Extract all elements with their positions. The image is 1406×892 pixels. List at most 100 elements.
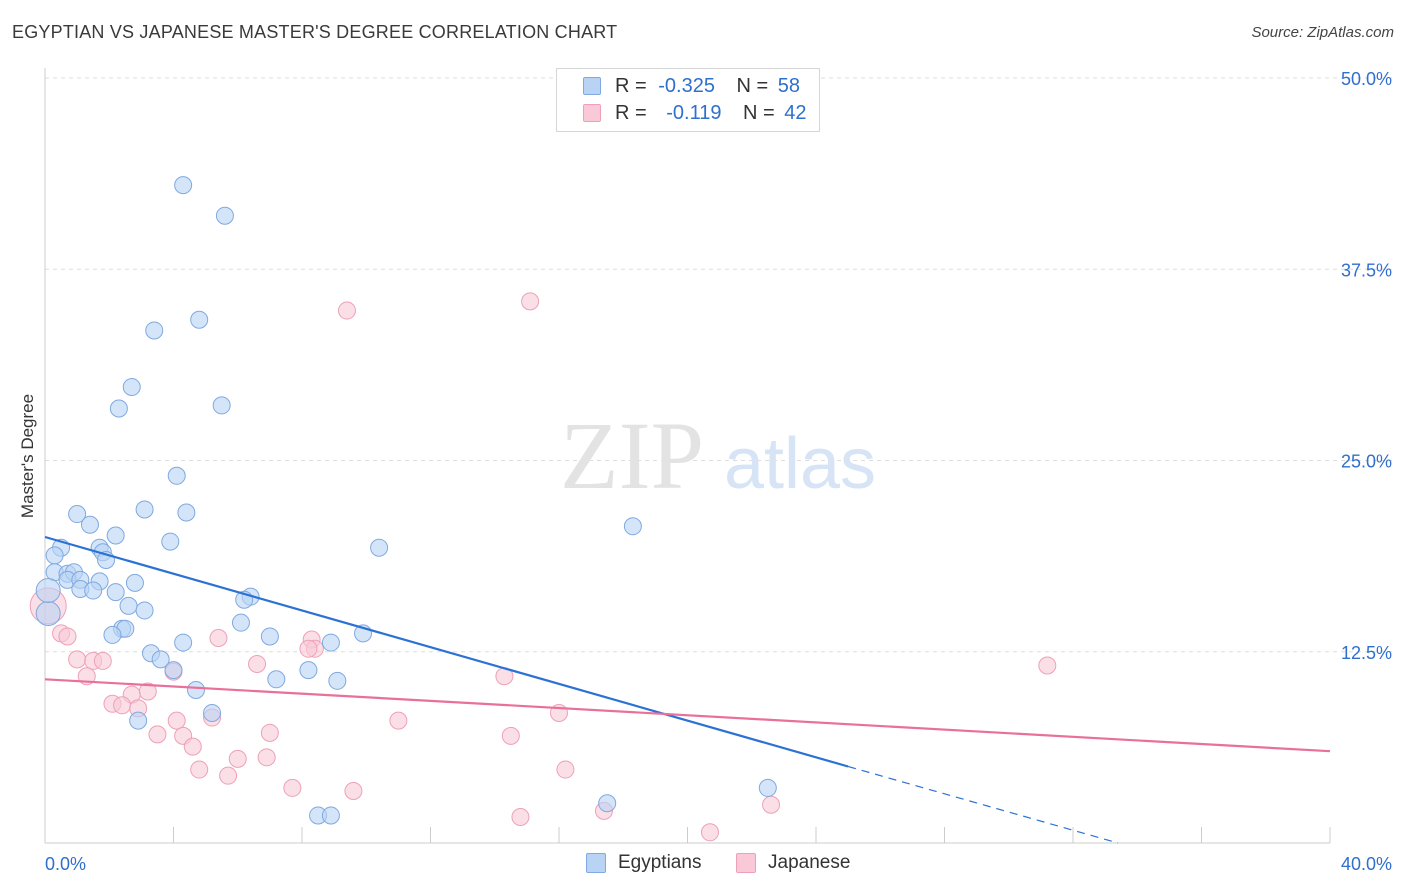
japanese-point <box>260 723 279 742</box>
japanese-point <box>337 301 356 320</box>
legend-label-egyptians: Egyptians <box>618 852 702 873</box>
japanese-points <box>29 292 1057 842</box>
japanese-point <box>762 795 781 814</box>
y-tick-label: 37.5% <box>1341 260 1392 280</box>
japanese-point <box>700 823 719 842</box>
japanese-point <box>68 650 87 669</box>
japanese-point <box>209 628 228 647</box>
grid-lines <box>45 77 1392 653</box>
trend-lines <box>44 535 1331 844</box>
japanese-point <box>167 711 186 730</box>
egyptians-point <box>190 310 209 329</box>
egyptians-point <box>328 671 347 690</box>
egyptians-point <box>186 681 205 699</box>
egyptians-point <box>135 601 154 620</box>
axes <box>44 68 1331 844</box>
egyptians-point <box>106 526 125 545</box>
x-tick-label: 40.0% <box>1341 854 1392 874</box>
legend-n-value: 58 <box>777 75 801 97</box>
egyptians-point <box>164 661 183 680</box>
japanese-point <box>228 749 247 768</box>
egyptians-point <box>35 578 61 604</box>
japanese-point <box>556 760 575 779</box>
japanese-point <box>248 654 267 673</box>
y-tick-label: 50.0% <box>1341 69 1392 89</box>
watermark: ZIP atlas <box>560 402 876 509</box>
japanese-point <box>58 627 77 646</box>
japanese-point <box>219 766 238 785</box>
y-tick-label: 12.5% <box>1341 643 1392 663</box>
egyptians-point <box>212 396 231 415</box>
watermark-atlas: atlas <box>724 424 876 504</box>
legend-r-label: R = <box>615 75 647 97</box>
egyptians-point <box>135 500 154 519</box>
egyptians-point <box>80 515 99 534</box>
egyptians-point <box>84 581 103 600</box>
legend-n-label: N = <box>743 102 775 124</box>
legend-r-value: -0.119 <box>666 102 722 124</box>
egyptians-point <box>299 661 318 680</box>
japanese-point <box>93 651 112 670</box>
legend-swatch-pink <box>736 853 756 873</box>
egyptians-trend-line <box>44 535 849 768</box>
y-axis-label: Master's Degree <box>18 393 37 519</box>
egyptians-point <box>231 613 250 632</box>
japanese-point <box>344 781 363 800</box>
legend-swatch-blue <box>583 77 601 95</box>
japanese-point <box>113 696 132 715</box>
egyptians-point <box>125 573 144 592</box>
egyptians-point <box>68 505 87 524</box>
japanese-point <box>511 807 530 826</box>
egyptians-point <box>177 503 196 522</box>
egyptians-point <box>109 399 128 418</box>
legend-r-label: R = <box>615 102 647 124</box>
legend-n-label: N = <box>736 75 769 97</box>
egyptians-point <box>267 670 286 689</box>
egyptians-point <box>203 703 222 722</box>
japanese-point <box>283 778 302 797</box>
egyptians-points <box>35 176 777 825</box>
legend-swatch-pink <box>583 104 601 122</box>
egyptians-point <box>151 650 170 669</box>
stats-legend: R = -0.325 N = 58 R = -0.119 N = 42 <box>556 68 820 132</box>
egyptians-point <box>45 546 64 565</box>
egyptians-point <box>161 532 180 551</box>
egyptians-point <box>103 625 122 644</box>
egyptians-point <box>145 321 164 340</box>
japanese-point <box>148 725 167 744</box>
egyptians-point <box>106 583 125 602</box>
japanese-point <box>299 639 318 658</box>
japanese-point <box>190 760 209 779</box>
japanese-point <box>1038 656 1057 675</box>
watermark-zip: ZIP <box>560 402 704 509</box>
legend-swatch-blue <box>586 853 606 873</box>
egyptians-point <box>321 806 340 825</box>
chart-title: EGYPTIAN VS JAPANESE MASTER'S DEGREE COR… <box>12 22 618 42</box>
egyptians-point <box>321 633 340 652</box>
egyptians-point <box>370 538 389 557</box>
legend-n-value: 42 <box>784 102 807 124</box>
egyptians-point <box>623 517 642 536</box>
egyptians-point <box>598 794 617 813</box>
egyptians-trend-extension <box>847 765 1119 844</box>
legend-r-value: -0.325 <box>658 75 715 97</box>
egyptians-point <box>260 627 279 646</box>
egyptians-point <box>174 633 193 652</box>
egyptians-point <box>119 596 138 615</box>
egyptians-point <box>122 378 141 397</box>
series-legend: Egyptians Japanese <box>0 852 1406 878</box>
egyptians-point <box>35 601 61 626</box>
egyptians-point <box>174 176 193 195</box>
japanese-point <box>257 748 276 767</box>
egyptians-point <box>758 778 777 797</box>
egyptians-point <box>215 206 234 225</box>
y-tick-label: 25.0% <box>1341 452 1392 472</box>
egyptians-point <box>167 466 186 485</box>
source-label[interactable]: Source: ZipAtlas.com <box>1251 24 1394 41</box>
x-tick-label: 0.0% <box>45 854 86 874</box>
japanese-trend-line <box>44 678 1331 753</box>
japanese-point <box>501 726 520 745</box>
japanese-point <box>521 292 540 311</box>
egyptians-point <box>129 711 148 730</box>
